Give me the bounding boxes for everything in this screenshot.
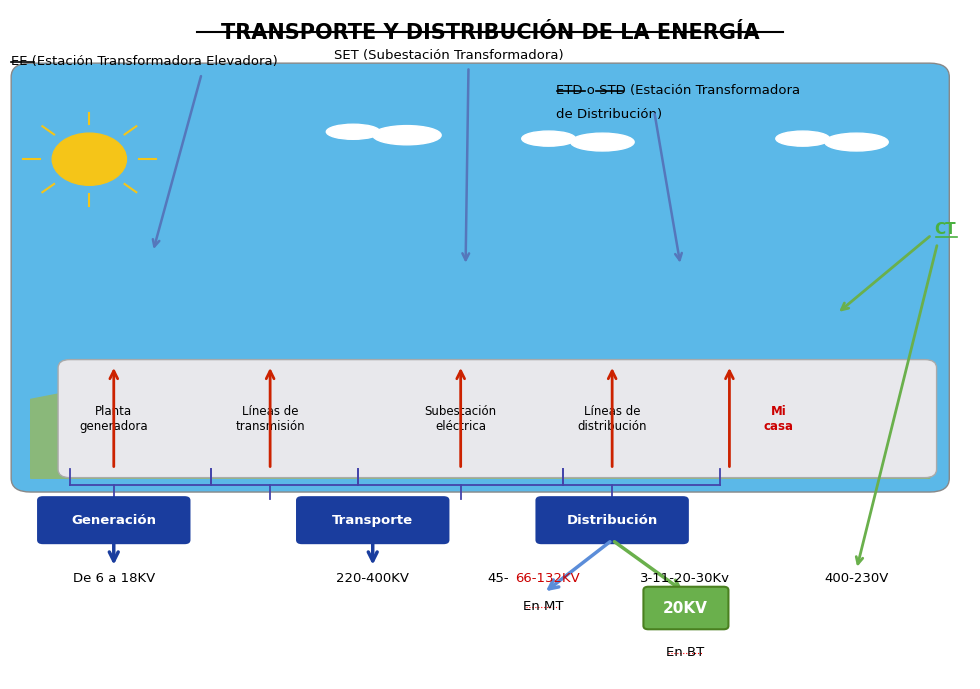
Text: ETD o STD (Estación Transformadora: ETD o STD (Estación Transformadora <box>557 84 801 96</box>
Text: Líneas de
distribución: Líneas de distribución <box>577 404 647 433</box>
Text: Generación: Generación <box>72 514 156 526</box>
Text: Líneas de
transmisión: Líneas de transmisión <box>235 404 305 433</box>
Text: En BT: En BT <box>666 646 705 659</box>
Text: SET (Subestación Transformadora): SET (Subestación Transformadora) <box>333 50 564 63</box>
FancyBboxPatch shape <box>535 496 689 544</box>
Text: Planta
generadora: Planta generadora <box>79 404 148 433</box>
Text: 3-11-20-30Kv: 3-11-20-30Kv <box>641 573 730 586</box>
Text: Mi
casa: Mi casa <box>763 404 793 433</box>
Ellipse shape <box>372 125 441 145</box>
Text: De 6 a 18KV: De 6 a 18KV <box>73 573 155 586</box>
Text: de Distribución): de Distribución) <box>557 107 662 121</box>
Text: En MT: En MT <box>523 600 564 613</box>
Text: 400-230V: 400-230V <box>824 573 889 586</box>
Text: Subestación
eléctrica: Subestación eléctrica <box>424 404 497 433</box>
Polygon shape <box>30 369 930 478</box>
FancyBboxPatch shape <box>11 63 950 492</box>
FancyBboxPatch shape <box>296 496 450 544</box>
Text: 45-: 45- <box>487 573 509 586</box>
Ellipse shape <box>326 124 380 139</box>
Ellipse shape <box>825 133 888 151</box>
Text: 20KV: 20KV <box>663 601 708 615</box>
FancyBboxPatch shape <box>58 360 937 477</box>
Text: 66-132KV: 66-132KV <box>515 573 580 586</box>
Text: EE (Estación Transformadora Elevadora): EE (Estación Transformadora Elevadora) <box>11 55 278 68</box>
Ellipse shape <box>570 133 634 151</box>
FancyBboxPatch shape <box>644 587 728 629</box>
Ellipse shape <box>776 131 830 146</box>
Text: CT: CT <box>935 222 956 237</box>
Text: 220-400KV: 220-400KV <box>336 573 410 586</box>
Text: TRANSPORTE Y DISTRIBUCIÓN DE LA ENERGÍA: TRANSPORTE Y DISTRIBUCIÓN DE LA ENERGÍA <box>220 23 760 43</box>
FancyBboxPatch shape <box>37 496 190 544</box>
Ellipse shape <box>521 131 575 146</box>
Text: Transporte: Transporte <box>332 514 414 526</box>
Text: Distribución: Distribución <box>566 514 658 526</box>
Circle shape <box>52 133 126 185</box>
